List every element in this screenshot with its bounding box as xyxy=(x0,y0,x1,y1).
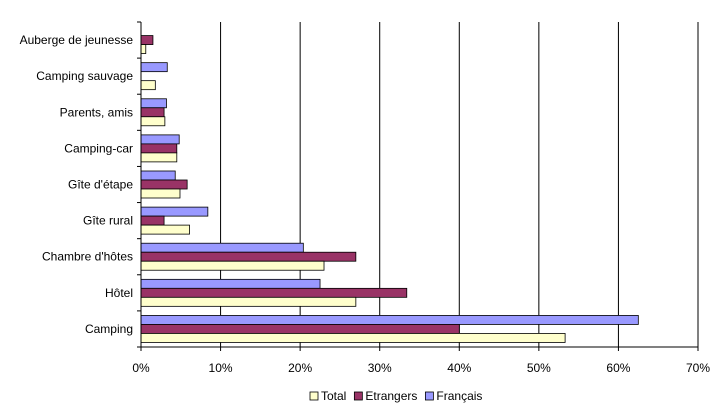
x-tick-label: 20% xyxy=(288,361,312,375)
bar-franais xyxy=(140,98,167,109)
legend-label: Etrangers xyxy=(365,389,417,403)
gridlines xyxy=(220,22,699,347)
legend-swatch xyxy=(353,391,363,401)
bar-etrangers xyxy=(140,324,460,334)
category-label: Parents, amis xyxy=(60,105,133,119)
x-tick-label: 60% xyxy=(606,361,630,375)
category-label: Camping sauvage xyxy=(36,69,133,83)
x-tick-label: 50% xyxy=(527,361,551,375)
bar-etrangers xyxy=(140,107,165,118)
legend-label: Total xyxy=(321,389,346,403)
bar-franais xyxy=(140,170,176,181)
bar-total xyxy=(140,188,181,199)
bar-total xyxy=(140,80,156,91)
category-label: Gîte d'étape xyxy=(68,178,133,192)
bar-total xyxy=(140,152,178,163)
bar-total xyxy=(140,333,566,343)
bar-total xyxy=(140,296,357,307)
x-tick-label: 30% xyxy=(368,361,392,375)
bar-franais xyxy=(140,315,639,325)
legend-swatch xyxy=(309,391,319,401)
bar-franais xyxy=(140,278,321,289)
x-tick-label: 40% xyxy=(447,361,471,375)
bar-franais xyxy=(140,206,209,217)
x-tick-labels: 0% 10% 20% 30% 40% 50% 60% 70% xyxy=(132,361,710,375)
category-label: Auberge de jeunesse xyxy=(20,33,134,47)
bar-total xyxy=(140,224,190,235)
bar-total xyxy=(140,260,325,271)
category-label: Camping xyxy=(85,322,133,336)
category-labels: Auberge de jeunesse Camping sauvage Parent… xyxy=(20,33,134,336)
category-label: Gîte rural xyxy=(83,214,133,228)
bar-etrangers xyxy=(140,251,357,262)
x-tick-label: 10% xyxy=(209,361,233,375)
bars xyxy=(140,35,639,343)
bar-etrangers xyxy=(140,179,188,190)
x-tick-label: 0% xyxy=(132,361,150,375)
bar-total xyxy=(140,116,166,127)
bar-total xyxy=(140,44,147,54)
category-label: Chambre d'hôtes xyxy=(42,250,133,264)
bar-etrangers xyxy=(140,35,154,45)
bar-franais xyxy=(140,62,168,73)
bar-etrangers xyxy=(140,215,165,226)
category-label: Hôtel xyxy=(105,286,133,300)
bar-franais xyxy=(140,242,304,253)
x-tick-label: 70% xyxy=(686,361,710,375)
legend-label: Français xyxy=(436,389,482,403)
bar-etrangers xyxy=(140,143,178,154)
axes xyxy=(137,21,699,351)
bar-etrangers xyxy=(140,287,408,298)
category-label: Camping-car xyxy=(64,141,133,155)
legend: Total Etrangers Français xyxy=(309,389,482,403)
bar-franais xyxy=(140,134,180,145)
legend-swatch xyxy=(424,391,434,401)
